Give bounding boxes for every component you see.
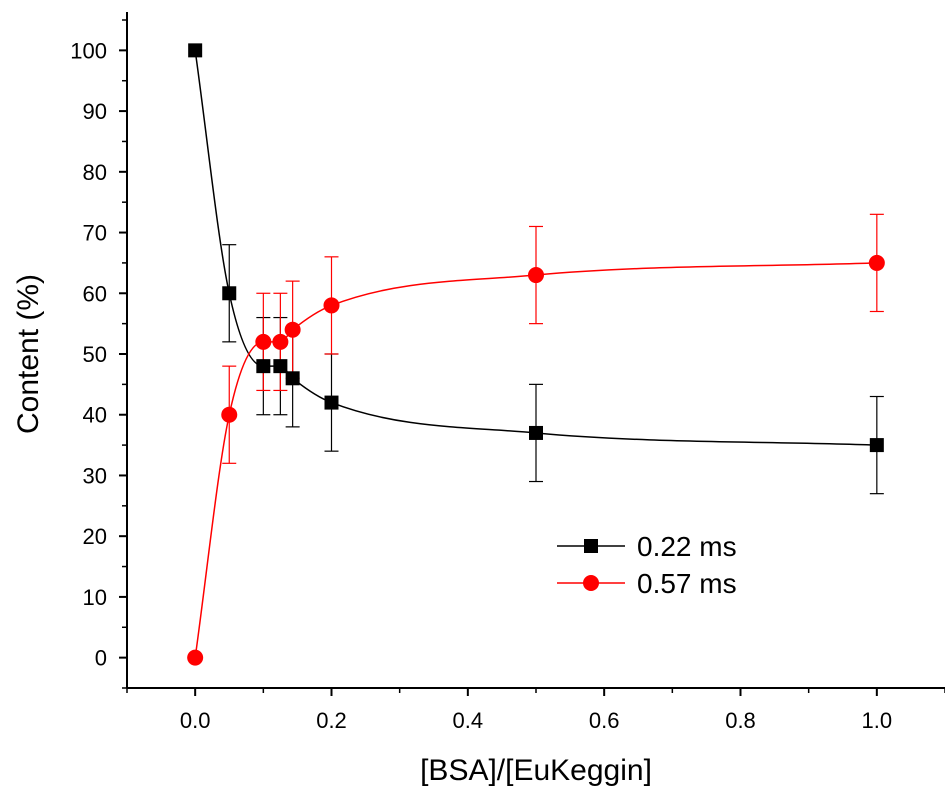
- x-tick-label: 0.8: [725, 708, 756, 733]
- series-2-point: [255, 333, 272, 350]
- series-2-point: [528, 267, 544, 284]
- x-tick-label: 0.0: [180, 708, 211, 733]
- y-tick-label: 40: [83, 403, 107, 428]
- legend: 0.22 ms 0.57 ms: [557, 531, 737, 599]
- series-2-point: [284, 321, 301, 338]
- y-tick-label: 50: [83, 342, 107, 367]
- series-1-point: [869, 438, 884, 453]
- error-bars: [222, 213, 884, 495]
- legend-label: 0.57 ms: [637, 568, 737, 599]
- legend-marker: [584, 539, 598, 553]
- x-tick-label: 0.6: [589, 708, 620, 733]
- y-tick-label: 0: [95, 646, 107, 671]
- series-1-point: [529, 425, 543, 440]
- y-tick-label: 20: [83, 524, 107, 549]
- axes: 0 10 20 30 40 50 60 70 80 90 100 0.0 0.2 0.4 0.6 0.8 1.0…: [12, 12, 945, 787]
- x-axis-title: [BSA]/[EuKeggin]: [420, 754, 652, 787]
- legend-label: 0.22 ms: [637, 531, 737, 562]
- x-tick-label: 1.0: [862, 708, 893, 733]
- series-1-point: [324, 395, 339, 410]
- y-tick-label: 80: [83, 160, 107, 185]
- series-1-point: [285, 371, 300, 386]
- y-axis-title: Content (%): [12, 274, 45, 434]
- series-1-point: [256, 359, 271, 374]
- x-tick-label: 0.2: [316, 708, 347, 733]
- fit-curves: [194, 50, 877, 658]
- x-tick-label: 0.4: [453, 708, 484, 733]
- y-tick-label: 60: [83, 281, 107, 306]
- legend-marker: [583, 575, 599, 591]
- y-tick-label: 70: [83, 221, 107, 246]
- series-1-point: [273, 359, 288, 374]
- y-tick-label: 90: [83, 99, 107, 124]
- y-tick-label: 100: [70, 38, 107, 63]
- data-points: [187, 43, 885, 666]
- series-2-point: [323, 297, 340, 314]
- y-tick-label: 10: [83, 585, 107, 610]
- series-2-point: [272, 333, 289, 350]
- series-1-point: [222, 286, 237, 301]
- series-1-point: [188, 43, 203, 58]
- series-2-point: [221, 406, 238, 423]
- y-tick-label: 30: [83, 463, 107, 488]
- series-2-point: [187, 649, 204, 666]
- series-2-point: [868, 254, 885, 271]
